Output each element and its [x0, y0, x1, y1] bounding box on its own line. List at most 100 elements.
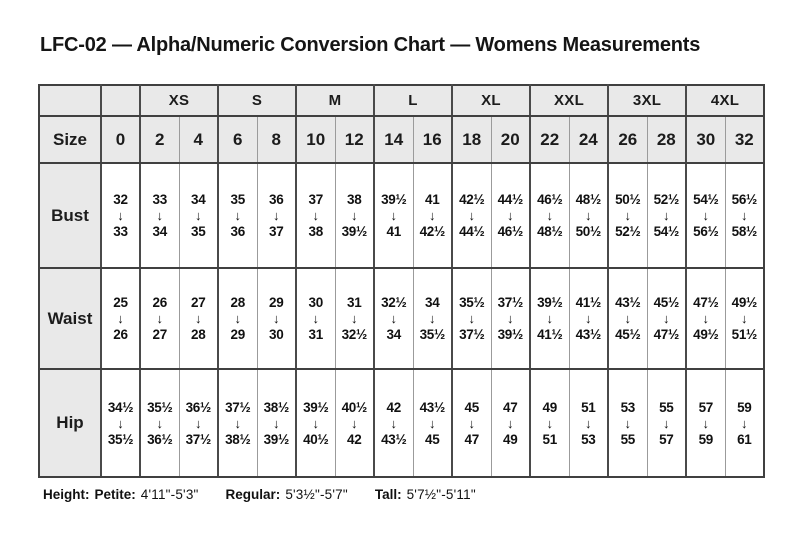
alpha-group-header: 4XL [685, 85, 765, 117]
down-arrow-icon: ↓ [741, 311, 748, 326]
range-to-value: 45 [425, 431, 440, 447]
row-label-hip: Hip [39, 369, 101, 478]
down-arrow-icon: ↓ [624, 415, 632, 431]
down-arrow-icon: ↓ [156, 415, 164, 431]
measurement-range-cell: 52½ ↓ 54½ [646, 163, 687, 269]
measurement-range-cell: 26 ↓ 27 [139, 268, 179, 370]
row-label-size: Size [39, 116, 101, 164]
down-arrow-icon: ↓ [156, 311, 164, 326]
range-from-value: 44½ [497, 192, 524, 207]
range-from-value: 45 [464, 399, 480, 415]
range-to-value: 55 [620, 431, 636, 447]
range-from-value: 47 [503, 399, 518, 415]
range-from-value: 26 [152, 295, 168, 310]
numeric-size-cell: 32 [724, 116, 765, 164]
range-to-value: 47½ [653, 327, 680, 342]
range-to-value: 37½ [459, 327, 485, 342]
measurement-range-cell: 34 ↓ 35 [178, 163, 218, 269]
down-arrow-icon: ↓ [390, 208, 398, 223]
range-to-value: 35 [191, 224, 206, 239]
numeric-size-cell: 28 [646, 116, 687, 164]
range-to-value: 41 [386, 224, 402, 239]
numeric-size-cell: 10 [295, 116, 335, 164]
row-label-waist: Waist [39, 268, 101, 370]
down-arrow-icon: ↓ [312, 415, 320, 431]
down-arrow-icon: ↓ [429, 208, 436, 223]
range-from-value: 37 [308, 192, 324, 207]
range-from-value: 27 [191, 295, 206, 310]
down-arrow-icon: ↓ [351, 311, 358, 326]
range-to-value: 27 [152, 327, 168, 342]
range-from-value: 51 [581, 399, 596, 415]
range-from-value: 59 [737, 399, 752, 415]
range-from-value: 37½ [225, 399, 251, 415]
range-from-value: 36 [269, 192, 284, 207]
range-from-value: 29 [269, 295, 284, 310]
numeric-size-cell: 16 [412, 116, 453, 164]
down-arrow-icon: ↓ [585, 311, 592, 326]
measurement-range-cell: 31 ↓ 32½ [334, 268, 375, 370]
down-arrow-icon: ↓ [507, 415, 514, 431]
range-to-value: 38 [308, 224, 324, 239]
measurement-range-cell: 54½ ↓ 56½ [685, 163, 726, 269]
down-arrow-icon: ↓ [468, 208, 476, 223]
range-from-value: 45½ [653, 295, 680, 310]
measurement-range-cell: 34 ↓ 35½ [412, 268, 453, 370]
range-to-value: 43½ [381, 431, 407, 447]
down-arrow-icon: ↓ [702, 208, 710, 223]
alpha-group-header: L [373, 85, 453, 117]
range-from-value: 34½ [107, 399, 134, 415]
range-to-value: 35½ [419, 327, 446, 342]
measurement-range-cell: 42½ ↓ 44½ [451, 163, 492, 269]
down-arrow-icon: ↓ [234, 208, 242, 223]
range-to-value: 43½ [575, 327, 602, 342]
measurement-range-cell: 39½ ↓ 41½ [529, 268, 570, 370]
down-arrow-icon: ↓ [585, 415, 592, 431]
measurement-range-cell: 53 ↓ 55 [607, 369, 648, 478]
range-to-value: 52½ [615, 224, 641, 239]
range-to-value: 30 [269, 327, 284, 342]
range-from-value: 54½ [693, 192, 719, 207]
measurement-range-cell: 38½ ↓ 39½ [256, 369, 296, 478]
range-from-value: 49½ [731, 295, 758, 310]
measurement-range-cell: 32 ↓ 33 [100, 163, 140, 269]
measurement-range-cell: 36 ↓ 37 [256, 163, 296, 269]
numeric-size-cell: 0 [100, 116, 140, 164]
range-from-value: 32½ [381, 295, 407, 310]
range-from-value: 35½ [459, 295, 485, 310]
down-arrow-icon: ↓ [117, 208, 124, 223]
numeric-size-cell: 20 [490, 116, 531, 164]
height-category-label: Regular: [225, 487, 281, 502]
range-from-value: 43½ [419, 399, 446, 415]
range-from-value: 36½ [185, 399, 212, 415]
measurement-range-cell: 44½ ↓ 46½ [490, 163, 531, 269]
down-arrow-icon: ↓ [468, 311, 476, 326]
measurement-range-cell: 35½ ↓ 37½ [451, 268, 492, 370]
measurement-range-cell: 28 ↓ 29 [217, 268, 257, 370]
down-arrow-icon: ↓ [546, 311, 554, 326]
measurement-range-cell: 49½ ↓ 51½ [724, 268, 765, 370]
range-from-value: 37½ [497, 295, 524, 310]
range-from-value: 25 [113, 295, 128, 310]
measurement-range-cell: 41 ↓ 42½ [412, 163, 453, 269]
down-arrow-icon: ↓ [234, 311, 242, 326]
range-to-value: 42 [347, 431, 362, 447]
down-arrow-icon: ↓ [234, 415, 242, 431]
measurement-range-cell: 49 ↓ 51 [529, 369, 570, 478]
range-to-value: 49½ [693, 327, 719, 342]
measurement-range-cell: 39½ ↓ 41 [373, 163, 414, 269]
down-arrow-icon: ↓ [195, 415, 202, 431]
height-range-value: 4'11"-5'3" [140, 487, 199, 502]
down-arrow-icon: ↓ [156, 208, 164, 223]
measurement-range-cell: 29 ↓ 30 [256, 268, 296, 370]
height-category-label: Tall: [374, 487, 402, 502]
measurement-range-cell: 50½ ↓ 52½ [607, 163, 648, 269]
page-title: LFC-02 — Alpha/Numeric Conversion Chart … [40, 34, 701, 56]
down-arrow-icon: ↓ [663, 311, 670, 326]
measurement-range-cell: 59 ↓ 61 [724, 369, 765, 478]
down-arrow-icon: ↓ [351, 415, 358, 431]
height-category-label: Petite: [94, 487, 136, 502]
range-from-value: 50½ [615, 192, 641, 207]
down-arrow-icon: ↓ [507, 311, 514, 326]
range-from-value: 38½ [263, 399, 290, 415]
